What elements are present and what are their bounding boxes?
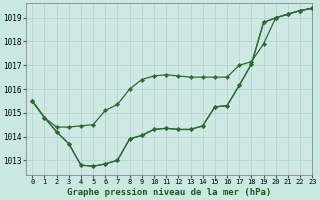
X-axis label: Graphe pression niveau de la mer (hPa): Graphe pression niveau de la mer (hPa): [67, 188, 271, 197]
